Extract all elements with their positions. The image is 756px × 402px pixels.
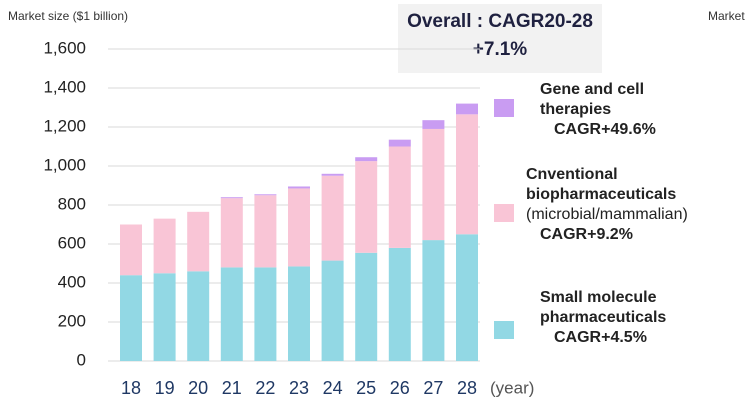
y-tick-label: 600 <box>58 233 86 252</box>
y-tick-label: 0 <box>77 350 86 369</box>
bar-segment <box>288 186 310 189</box>
bar-segment <box>355 252 378 361</box>
bar-segment <box>355 161 378 253</box>
bar-segment <box>388 247 411 361</box>
x-tick-label: 28 <box>457 378 477 398</box>
x-tick-label: 18 <box>121 378 141 398</box>
x-tick-label: 19 <box>155 378 175 398</box>
bar-segment <box>456 103 478 115</box>
bar-segment <box>153 273 176 361</box>
bar-segment <box>456 114 478 235</box>
legend-swatch <box>494 204 514 222</box>
title-box <box>398 4 602 73</box>
x-tick-label: 22 <box>255 378 275 398</box>
legend-label: Small molecule pharmaceuticals <box>540 289 667 326</box>
bar-segment <box>120 224 142 276</box>
bar-segment <box>422 240 445 361</box>
legend-cagr: CAGR+9.2% <box>540 226 633 243</box>
chart-subtitle: +7.1% <box>473 39 528 60</box>
x-tick-label: 25 <box>356 378 376 398</box>
y-tick-label: 1,200 <box>43 116 86 135</box>
y-tick-label: 400 <box>58 272 86 291</box>
y-tick-label: 1,400 <box>43 77 86 96</box>
x-tick-label: 27 <box>423 378 443 398</box>
bar-segment <box>220 198 243 268</box>
bar-segment <box>288 266 310 361</box>
bar-segment <box>187 211 210 272</box>
x-tick-label: 26 <box>390 378 410 398</box>
bar-segment <box>321 173 344 176</box>
bar-segment <box>388 146 411 248</box>
legend-entry: Gene and cell therapies CAGR+49.6% <box>540 80 670 140</box>
bar-segment <box>388 139 411 147</box>
bar-segment <box>355 157 378 162</box>
legend-label: Gene and cell therapies <box>540 81 645 118</box>
x-tick-label: 24 <box>323 378 343 398</box>
legend-note: (microbial/mammalian) <box>526 206 688 223</box>
legend-label: Cnventional biopharmaceuticals <box>526 166 677 203</box>
x-tick-label: 20 <box>188 378 208 398</box>
y-tick-label: 200 <box>58 311 86 330</box>
chart-title: Overall : CAGR20-28 <box>407 11 593 32</box>
bar-segment <box>254 194 277 196</box>
y-tick-label: 800 <box>58 194 86 213</box>
bar-segment <box>422 128 445 241</box>
bar-segment <box>220 197 243 199</box>
x-suffix: (year) <box>490 378 534 397</box>
bar-segment <box>120 275 142 361</box>
y-tick-label: 1,600 <box>43 38 86 57</box>
bar-segment <box>153 218 176 274</box>
legend-swatch <box>494 321 514 339</box>
y-tick-label: 1,000 <box>43 155 86 174</box>
legend-swatch <box>494 99 514 117</box>
bar-segment <box>288 188 310 267</box>
bar-segment <box>220 267 243 361</box>
y-axis-label: Market size ($1 billion) <box>8 9 128 23</box>
bar-segment <box>254 195 277 268</box>
legend-entry: Small molecule pharmaceuticals CAGR+4.5% <box>540 288 710 348</box>
bar-segment <box>187 271 210 361</box>
legend-cagr: CAGR+4.5% <box>554 329 647 346</box>
bar-segment <box>456 234 478 361</box>
legend-entry: Cnventional biopharmaceuticals (microbial… <box>526 165 726 245</box>
bar-segment <box>254 267 277 361</box>
side-text: Market <box>708 9 745 23</box>
bar-segment <box>321 260 344 361</box>
x-tick-label: 23 <box>289 378 309 398</box>
bar-segment <box>422 120 445 129</box>
x-tick-label: 21 <box>222 378 242 398</box>
legend-cagr: CAGR+49.6% <box>554 121 656 138</box>
bar-segment <box>321 175 344 261</box>
